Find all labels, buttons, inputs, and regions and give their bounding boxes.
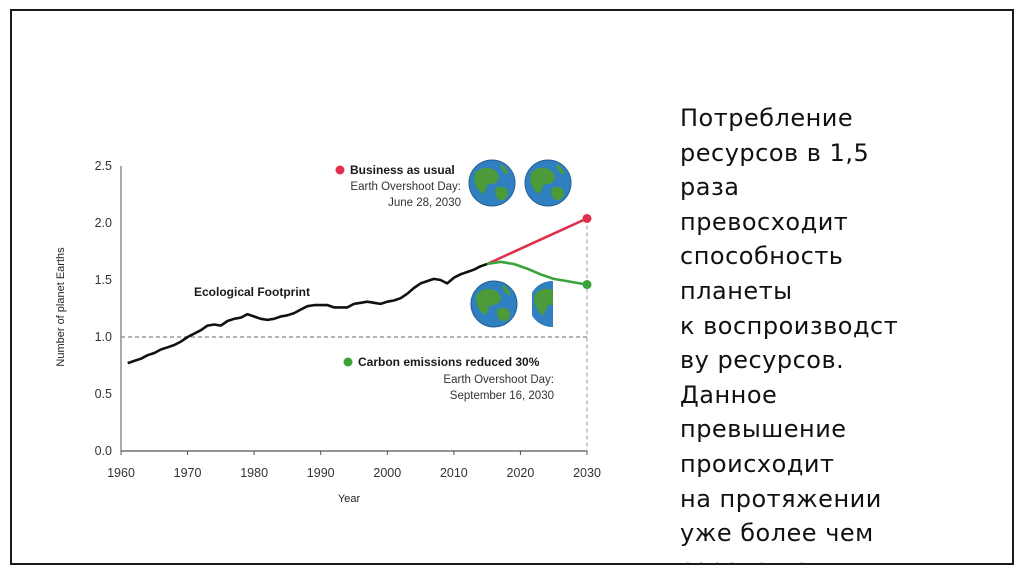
x-tick-label: 1990 [307, 466, 335, 480]
business-as-usual-line [486, 217, 588, 266]
earth-globe-icon [470, 280, 518, 328]
footprint-label: Ecological Footprint [194, 285, 310, 299]
description-line: превосходит [680, 207, 849, 236]
carbon-reduced-title: Carbon emissions reduced 30% [358, 355, 540, 369]
y-tick-label: 1.0 [95, 330, 112, 344]
business-as-usual-title: Business as usual [350, 163, 455, 177]
business-as-usual-line1: Earth Overshoot Day: [350, 181, 461, 193]
y-tick-label: 2.5 [95, 159, 112, 173]
x-axis-title: Year [338, 493, 361, 505]
description-line: к воспроизводст [680, 311, 899, 340]
y-tick-label: 0.5 [95, 387, 112, 401]
y-axis-title: Number of planet Earths [55, 247, 67, 367]
carbon-reduced-legend-dot [343, 357, 353, 367]
earth-globe-icon [468, 159, 516, 207]
carbon-reduced-line [486, 260, 588, 286]
x-tick-label: 2020 [507, 466, 535, 480]
y-tick-label: 2.0 [95, 216, 112, 230]
business-as-usual-end-point [582, 213, 592, 223]
carbon-reduced-line2: September 16, 2030 [450, 390, 554, 402]
x-tick-label: 2030 [573, 466, 601, 480]
x-tick-label: 1960 [107, 466, 135, 480]
carbon-reduced-end-point [582, 280, 592, 290]
earth-globe-icon [524, 159, 572, 207]
description-line: способность [680, 242, 844, 271]
y-tick-label: 0.0 [95, 444, 112, 458]
carbon-reduced-line1: Earth Overshoot Day: [443, 374, 554, 386]
description-line: уже более чем [680, 519, 874, 548]
description-text: Потребление ресурсов в 1,5 раза превосхо… [680, 101, 1000, 563]
description-line: Потребление [680, 104, 854, 132]
ecological-footprint-line [127, 262, 488, 365]
description-line: ву ресурсов. [680, 346, 845, 375]
earth-globe-partial-icon [532, 281, 553, 327]
business-as-usual-line2: June 28, 2030 [388, 197, 461, 209]
description-line: ресурсов в 1,5 [680, 138, 870, 167]
description-line: планеты [680, 276, 793, 305]
description-line: на протяжении [680, 484, 882, 513]
description-line: происходит [680, 449, 835, 478]
x-tick-label: 1970 [174, 466, 202, 480]
overshoot-chart: 0.0 0.5 1.0 1.5 2.0 2.5 1960 1970 1980 1990 2000 2… [55, 159, 601, 505]
slide-frame: 0.0 0.5 1.0 1.5 2.0 2.5 1960 1970 1980 1990 2000 2… [10, 9, 1014, 565]
x-tick-label: 2000 [373, 466, 401, 480]
description-line: раза [680, 173, 740, 202]
description-line: превышение [680, 415, 847, 444]
y-tick-label: 1.5 [95, 273, 112, 287]
description-line: Данное [680, 380, 778, 409]
x-tick-label: 2010 [440, 466, 468, 480]
description-line: сорока лет. [680, 551, 1000, 563]
business-as-usual-legend-dot [335, 165, 345, 175]
x-tick-label: 1980 [240, 466, 268, 480]
